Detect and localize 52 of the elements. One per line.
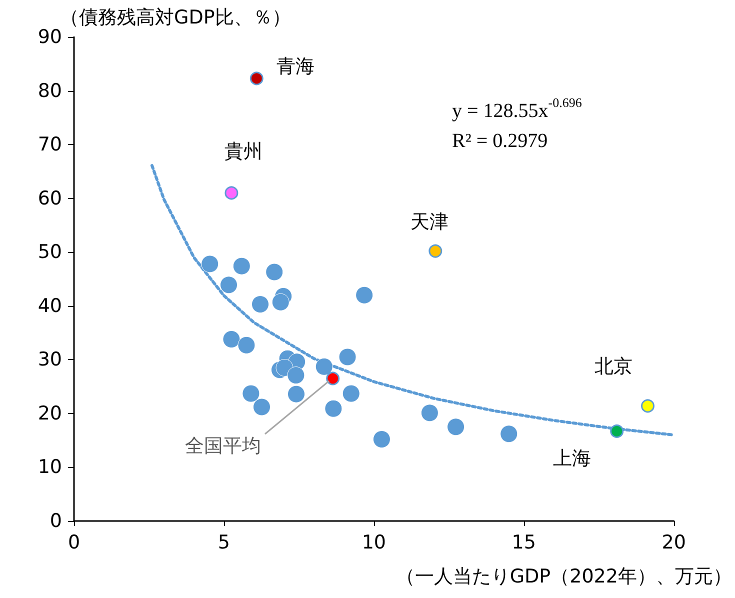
- x-tick-label: 10: [362, 532, 386, 554]
- point: [338, 348, 356, 366]
- point: [224, 186, 238, 200]
- y-tick-label: 90: [38, 26, 62, 48]
- point: [272, 293, 290, 311]
- point: [315, 358, 333, 376]
- point: [266, 263, 284, 281]
- point: [324, 400, 342, 418]
- point: [238, 336, 256, 354]
- point: [252, 296, 269, 314]
- point: [287, 366, 305, 384]
- series-label: 北京: [594, 356, 633, 378]
- series-label: 貴州: [224, 140, 262, 163]
- point: [326, 372, 340, 386]
- x-axis-title: （一人当たりGDP（2022年）、万元）: [396, 566, 732, 588]
- y-tick-label: 80: [38, 80, 62, 102]
- y-tick-label: 0: [50, 510, 62, 532]
- x-tick-label: 5: [218, 532, 230, 554]
- y-tick-label: 30: [38, 348, 62, 371]
- series-label: 青海: [276, 55, 314, 78]
- series-label: 天津: [410, 210, 448, 233]
- point: [201, 255, 219, 273]
- point: [372, 430, 390, 448]
- line-series: [150, 164, 676, 436]
- annotation: 全国平均: [184, 434, 261, 457]
- point: [250, 72, 264, 86]
- point: [242, 384, 260, 402]
- y-tick-label: 10: [38, 456, 62, 478]
- x-tick-label: 0: [68, 532, 80, 554]
- point: [356, 286, 374, 304]
- point: [500, 425, 518, 443]
- point: [220, 276, 238, 294]
- x-tick-label: 20: [662, 532, 686, 554]
- y-tick-label: 40: [38, 294, 62, 317]
- point: [428, 244, 442, 258]
- x-tick-label: 15: [512, 532, 536, 554]
- point: [222, 330, 240, 348]
- point: [610, 424, 624, 438]
- point: [447, 418, 465, 436]
- annotation: R² = 0.2979: [452, 130, 548, 152]
- point: [232, 257, 250, 275]
- y-tick-label: 20: [38, 402, 62, 424]
- series-label: 上海: [552, 447, 591, 470]
- point: [420, 404, 438, 422]
- y-axis-title: （債務残高対GDP比、％）: [60, 6, 291, 28]
- point: [641, 399, 654, 413]
- point: [253, 398, 270, 416]
- y-tick-label: 50: [38, 241, 62, 264]
- y-tick-label: 60: [38, 187, 62, 210]
- y-tick-label: 70: [38, 134, 62, 156]
- point: [342, 384, 360, 402]
- point: [288, 385, 305, 403]
